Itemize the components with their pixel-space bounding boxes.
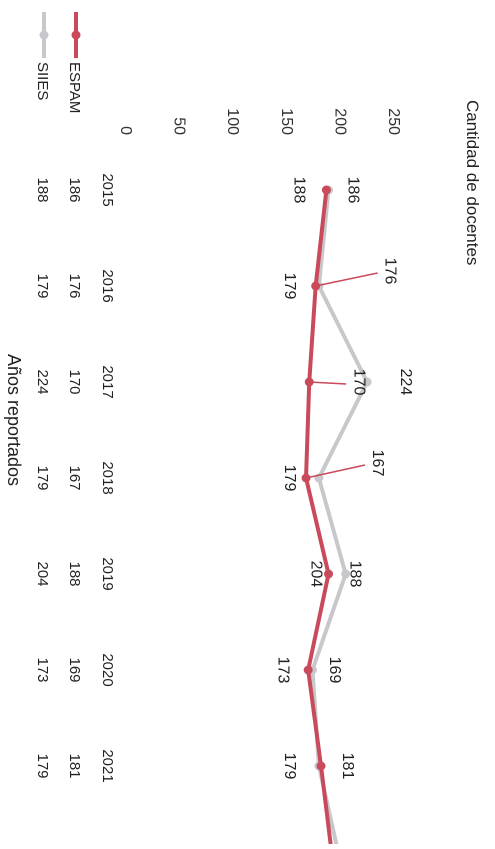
y-tick-label: 250 bbox=[385, 108, 402, 135]
table-cell-siies: 204 bbox=[34, 561, 51, 586]
data-label-siies: 204 bbox=[308, 561, 325, 588]
y-axis-title: Cantidad de docentes bbox=[463, 100, 482, 265]
data-point-espam bbox=[324, 569, 334, 579]
x-tick-label: 2016 bbox=[99, 269, 116, 302]
leader-line-espam bbox=[315, 272, 378, 287]
leader-line-espam bbox=[305, 464, 366, 479]
data-label-espam: 169 bbox=[326, 657, 343, 684]
table-cell-siies: 179 bbox=[34, 465, 51, 490]
data-point-espam bbox=[316, 761, 326, 771]
table-cell-espam: 188 bbox=[66, 561, 83, 586]
table-cell-siies: 179 bbox=[34, 753, 51, 778]
x-tick-label: 2020 bbox=[99, 653, 116, 686]
data-label-espam: 167 bbox=[369, 450, 386, 477]
table-cell-espam: 176 bbox=[66, 273, 83, 298]
data-point-espam bbox=[303, 665, 313, 675]
table-cell-siies: 179 bbox=[34, 273, 51, 298]
x-tick-label: 2017 bbox=[99, 365, 116, 398]
data-point-espam bbox=[301, 473, 311, 483]
data-label-siies: 224 bbox=[397, 369, 414, 396]
y-tick-label: 100 bbox=[224, 108, 241, 135]
y-tick-label: 50 bbox=[171, 117, 188, 135]
table-cell-siies: 224 bbox=[34, 369, 51, 394]
legend-label-siies: SIIES bbox=[34, 62, 51, 100]
x-axis-title: Años reportados bbox=[4, 354, 24, 486]
data-label-espam: 181 bbox=[339, 753, 356, 780]
table-cell-espam: 181 bbox=[66, 753, 83, 778]
table-cell-espam: 170 bbox=[66, 369, 83, 394]
data-point-espam bbox=[321, 185, 331, 195]
data-label-siies: 179 bbox=[281, 753, 298, 780]
data-label-espam: 170 bbox=[350, 369, 367, 396]
data-point-espam bbox=[304, 377, 314, 387]
legend-label-espam: ESPAM bbox=[66, 62, 83, 113]
chart-rotated-group: Cantidad de docentes 0 50 100 150 200 250 186 17… bbox=[4, 12, 482, 849]
table-cell-espam: 167 bbox=[66, 465, 83, 490]
x-tick-label: 2019 bbox=[99, 557, 116, 590]
legend-key-marker-espam bbox=[71, 30, 81, 40]
leader-line-espam bbox=[309, 381, 347, 385]
data-label-siies: 179 bbox=[281, 465, 298, 492]
y-tick-label: 200 bbox=[331, 108, 348, 135]
table-cell-siies: 188 bbox=[34, 177, 51, 202]
data-label-siies: 188 bbox=[291, 177, 308, 204]
y-tick-label: 150 bbox=[278, 108, 295, 135]
data-point-siies bbox=[362, 377, 372, 387]
y-tick-label: 0 bbox=[117, 126, 134, 135]
table-cell-espam: 186 bbox=[66, 177, 83, 202]
table-cell-siies: 173 bbox=[34, 657, 51, 682]
series-line-espam bbox=[304, 188, 335, 849]
x-tick-label: 2015 bbox=[99, 173, 116, 206]
table-cell-espam: 169 bbox=[66, 657, 83, 682]
data-label-espam: 176 bbox=[382, 258, 399, 285]
data-label-espam: 188 bbox=[347, 561, 364, 588]
data-label-siies: 173 bbox=[274, 657, 291, 684]
data-point-siies bbox=[341, 569, 351, 579]
x-tick-label: 2021 bbox=[99, 749, 116, 782]
data-label-siies: 179 bbox=[281, 273, 298, 300]
legend-key-marker-siies bbox=[39, 30, 49, 40]
data-label-espam: 186 bbox=[344, 177, 361, 204]
x-tick-label: 2018 bbox=[99, 461, 116, 494]
